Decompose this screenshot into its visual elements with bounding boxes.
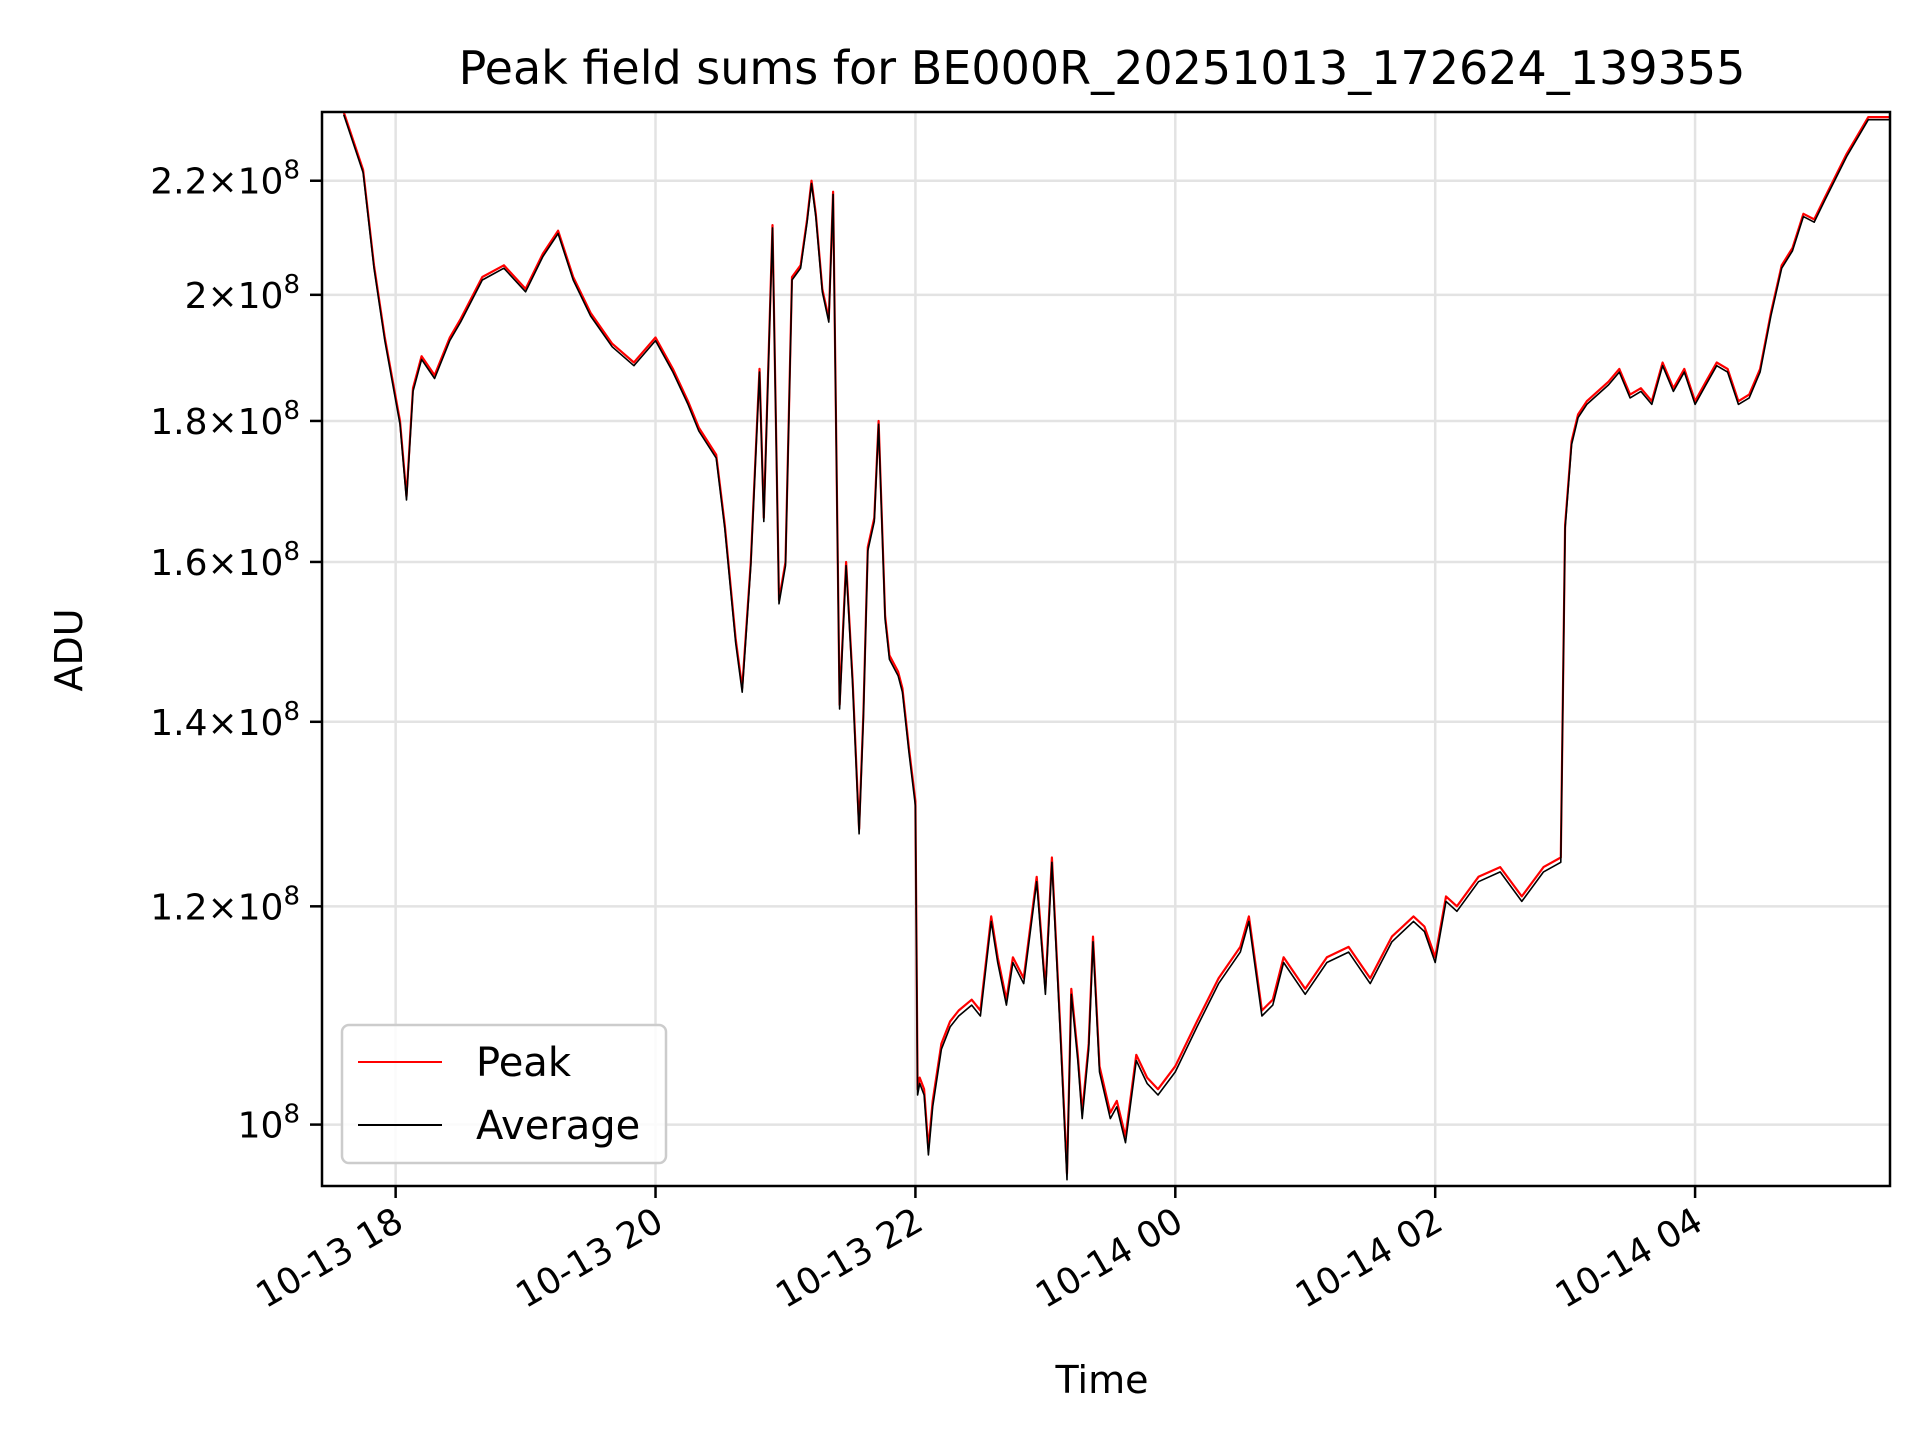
- y-tick-label: 1.2×108: [150, 881, 300, 928]
- y-axis-title: ADU: [47, 608, 91, 691]
- y-tick-label: 1.8×108: [150, 396, 300, 443]
- legend-label-average: Average: [476, 1103, 640, 1149]
- x-axis-title: Time: [1055, 1358, 1149, 1402]
- grid: [322, 112, 1890, 1186]
- plot-frame: [320, 110, 1892, 1188]
- y-tick-label: 1.6×108: [150, 537, 300, 584]
- series-layer: [342, 112, 1890, 1181]
- series-line-peak: [342, 112, 1890, 1175]
- legend: Peak Average: [340, 1023, 668, 1165]
- y-tick-label: 108: [238, 1100, 300, 1147]
- y-tick-label: 2.2×108: [150, 156, 300, 203]
- chart-title: Peak field sums for BE000R_20251013_1726…: [459, 41, 1746, 95]
- y-tick-label: 2×108: [185, 270, 300, 317]
- y-tick-label: 1.4×108: [150, 697, 300, 744]
- legend-label-peak: Peak: [476, 1040, 572, 1086]
- legend-box: [340, 1023, 668, 1165]
- y-axis-ticks: 108 1.2×108 1.4×108 1.6×108 1.8×108 2×108 2.2×…: [150, 156, 322, 1147]
- series-line-average: [342, 114, 1890, 1181]
